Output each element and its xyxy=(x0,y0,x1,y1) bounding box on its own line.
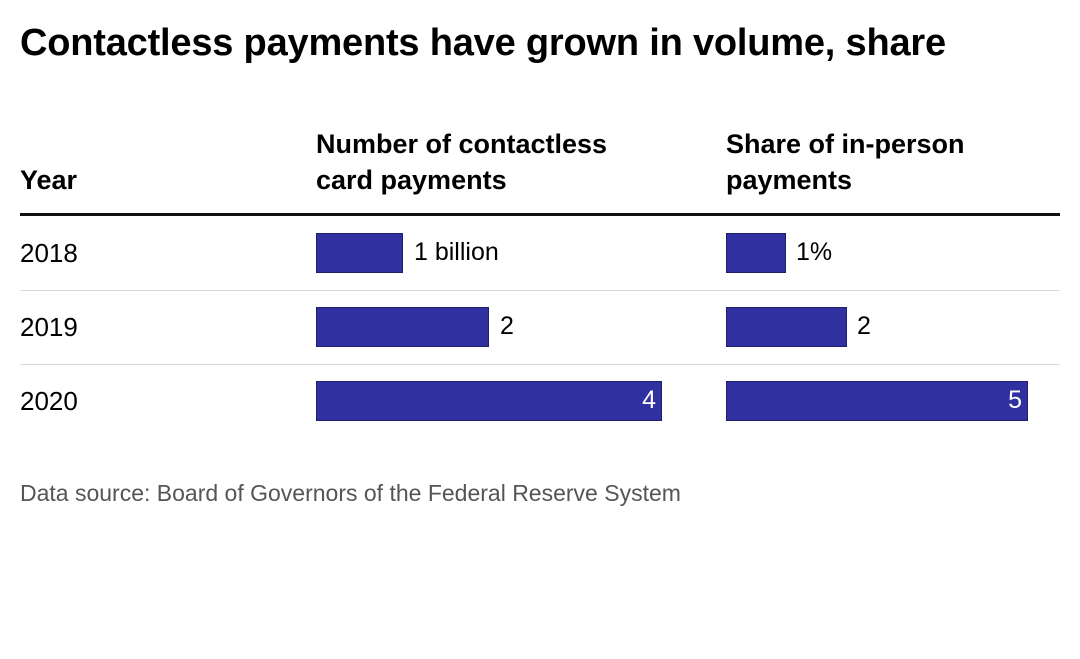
column-header-share: Share of in-person payments xyxy=(726,129,965,195)
header-rule xyxy=(20,213,1060,216)
count-bar xyxy=(316,233,403,273)
row-divider xyxy=(20,364,1060,365)
count-bar xyxy=(316,381,662,421)
column-header-count: Number of contactless card payments xyxy=(316,129,608,195)
row-year: 2019 xyxy=(20,312,78,342)
share-bar-label: 5 xyxy=(1008,386,1022,414)
count-bar-label: 1 billion xyxy=(414,238,499,266)
chart-title: Contactless payments have grown in volum… xyxy=(20,22,946,64)
share-bar-label: 1% xyxy=(796,238,833,266)
data-source: Data source: Board of Governors of the F… xyxy=(20,480,681,506)
share-bar xyxy=(726,381,1028,421)
share-bar-label: 2 xyxy=(857,312,871,340)
column-header-year: Year xyxy=(20,165,78,195)
share-bar xyxy=(726,307,847,347)
count-bar xyxy=(316,307,489,347)
share-bar xyxy=(726,233,786,273)
row-year: 2020 xyxy=(20,386,78,416)
row-year: 2018 xyxy=(20,238,78,268)
row-divider xyxy=(20,290,1060,291)
count-bar-label: 2 xyxy=(500,312,514,340)
count-bar-label: 4 xyxy=(642,386,656,414)
